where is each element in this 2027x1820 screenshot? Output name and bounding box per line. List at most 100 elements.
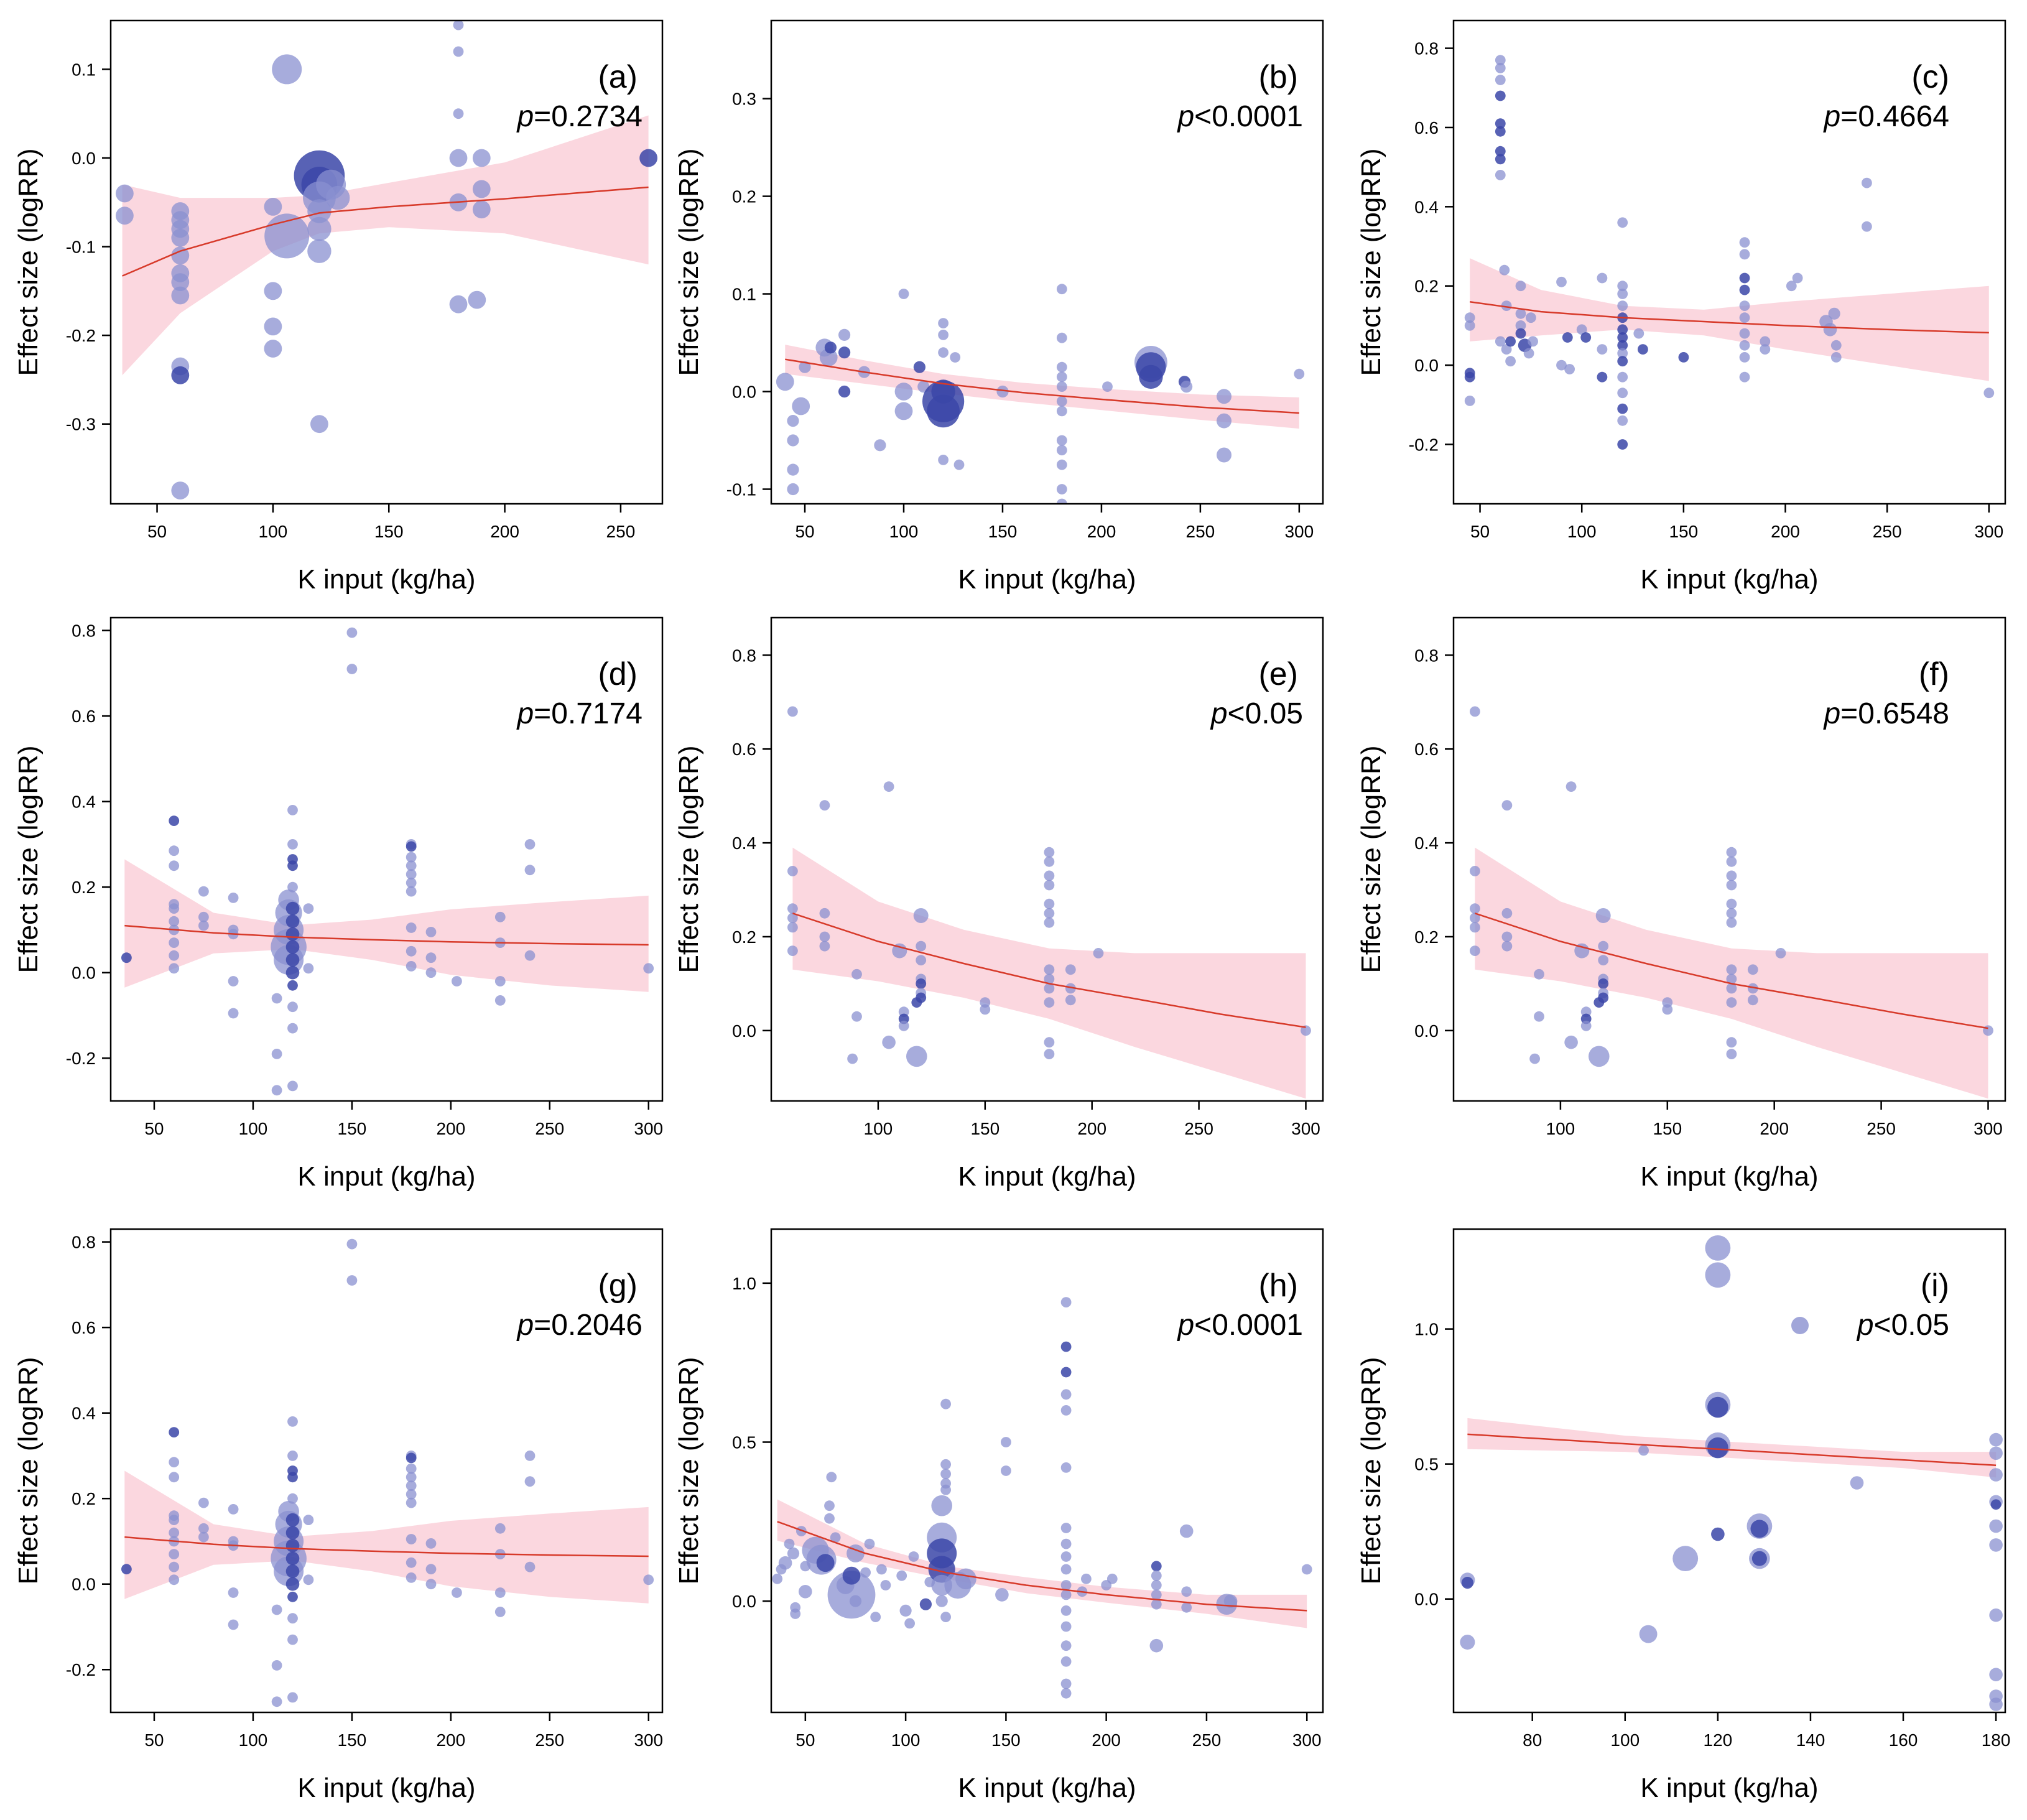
x-tick-label: 100 — [239, 1119, 268, 1138]
data-point — [1564, 364, 1575, 374]
data-point — [287, 1451, 298, 1461]
data-point — [287, 839, 298, 850]
data-point — [169, 963, 180, 974]
data-point — [472, 200, 491, 219]
y-tick-label: 0.0 — [72, 963, 96, 983]
data-point — [285, 940, 300, 954]
data-point — [898, 1020, 909, 1031]
data-point — [406, 852, 417, 863]
data-point — [1739, 371, 1750, 383]
data-point — [1464, 312, 1475, 323]
y-tick-label: -0.2 — [66, 1049, 96, 1068]
data-point — [1495, 146, 1506, 157]
data-point — [1529, 1053, 1541, 1064]
y-tick-label: 0.0 — [72, 149, 96, 168]
data-point — [1181, 1586, 1192, 1597]
panel-label: (a) — [598, 59, 638, 95]
y-tick-label: 0.0 — [1414, 356, 1439, 375]
confidence-band — [1467, 1418, 1997, 1478]
x-tick-label: 180 — [1982, 1730, 2011, 1750]
data-point — [1726, 908, 1737, 919]
x-tick-label: 250 — [1186, 522, 1215, 541]
data-point — [285, 927, 300, 941]
data-point — [1495, 170, 1506, 180]
data-point — [916, 978, 927, 989]
data-point — [1617, 281, 1628, 292]
data-point — [1526, 312, 1536, 323]
data-point — [1830, 340, 1842, 351]
x-tick-label: 200 — [436, 1119, 465, 1138]
data-point — [287, 1080, 298, 1092]
data-point — [1505, 336, 1516, 347]
data-point — [121, 952, 132, 963]
data-point — [1726, 997, 1737, 1008]
y-tick-label: 0.5 — [732, 1432, 756, 1452]
data-point — [1495, 55, 1506, 66]
data-point — [1470, 912, 1480, 924]
confidence-band — [785, 345, 1299, 429]
data-point — [824, 1513, 835, 1524]
data-point — [271, 1085, 282, 1096]
data-point — [790, 1609, 801, 1619]
data-point — [938, 347, 949, 358]
x-tick-label: 100 — [239, 1730, 268, 1750]
panel-c: 50 100 150 200 250 300 -0.2 0.0 0.2 0.4 0.6 0.8 K in… — [1356, 19, 2006, 595]
data-point — [169, 950, 180, 961]
data-point — [1044, 964, 1055, 975]
data-point — [264, 317, 282, 336]
data-point — [950, 352, 961, 363]
fit-line — [1467, 1433, 1997, 1467]
data-point — [1792, 272, 1803, 284]
data-point — [639, 149, 657, 167]
data-point — [830, 1532, 841, 1543]
data-point — [1044, 856, 1055, 867]
data-point — [406, 841, 417, 852]
data-point — [198, 1497, 209, 1508]
data-point — [772, 1573, 783, 1584]
data-point — [452, 1587, 462, 1598]
x-tick-label: 150 — [970, 1119, 1000, 1138]
data-point — [406, 945, 417, 957]
data-point — [1726, 917, 1737, 928]
data-point — [287, 1001, 298, 1013]
y-axis-title: Effect size (logRR) — [1356, 746, 1386, 973]
axes-frame — [1452, 1228, 2006, 1714]
data-point — [287, 1416, 298, 1427]
data-point — [1989, 1697, 2003, 1711]
data-point — [883, 781, 894, 792]
y-tick-label: 0.2 — [1414, 277, 1439, 296]
x-axis-title: K input (kg/ha) — [958, 1161, 1136, 1192]
plot-area — [116, 21, 657, 499]
panel-d: 50 100 150 200 250 300 -0.2 0.0 0.2 0.4 0.6 0.8 K in… — [13, 616, 664, 1192]
data-point — [406, 860, 417, 871]
data-point — [1726, 1037, 1737, 1048]
data-point — [1060, 1538, 1072, 1549]
data-point — [935, 1595, 948, 1607]
data-point — [285, 1564, 300, 1578]
data-point — [494, 995, 506, 1006]
data-point — [1151, 1599, 1162, 1610]
data-point — [1726, 898, 1737, 909]
data-point — [1534, 968, 1544, 980]
data-point — [1065, 995, 1076, 1006]
data-point — [1515, 328, 1526, 339]
data-point — [1523, 348, 1534, 359]
data-point — [1528, 336, 1539, 347]
y-axis-title: Effect size (logRR) — [674, 149, 704, 376]
y-tick-label: -0.2 — [66, 1660, 96, 1679]
data-point — [285, 1526, 300, 1539]
data-point — [524, 1451, 536, 1461]
data-point — [169, 815, 180, 826]
data-point — [1093, 948, 1104, 959]
data-point — [1565, 781, 1577, 792]
data-point — [1217, 389, 1232, 404]
y-tick-label: 0.0 — [732, 1592, 756, 1611]
data-point — [1617, 348, 1628, 359]
data-point — [953, 459, 965, 470]
x-tick-label: 100 — [1567, 522, 1597, 541]
data-point — [1726, 964, 1737, 975]
fit-line — [1470, 300, 1989, 334]
data-point — [264, 282, 282, 300]
data-point — [1179, 1524, 1194, 1538]
y-tick-label: 0.4 — [1414, 833, 1439, 853]
